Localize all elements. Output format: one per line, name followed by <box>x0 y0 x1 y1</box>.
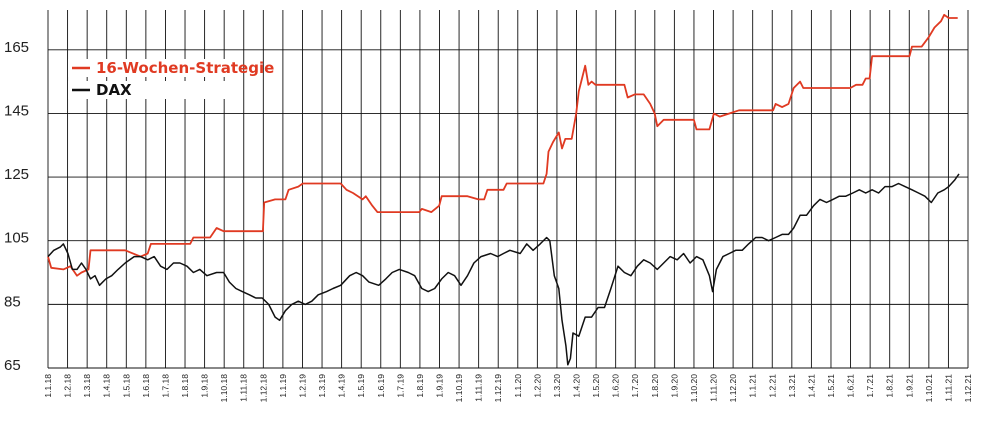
x-tick-label: 1.8.21 <box>885 374 895 398</box>
x-tick-label: 1.12.18 <box>258 374 268 403</box>
x-tick-label: 1.1.19 <box>278 374 288 398</box>
y-tick-label-bg <box>2 166 42 182</box>
x-tick-label: 1.8.20 <box>650 374 660 398</box>
x-tick-label: 1.9.20 <box>669 374 679 398</box>
x-tick-label: 1.4.19 <box>337 374 347 398</box>
legend-entry: 16-Wochen-Strategie <box>96 59 274 77</box>
series-line-dax <box>47 173 960 366</box>
y-tick-label-bg <box>2 229 42 245</box>
x-tick-label: 1.8.19 <box>415 374 425 398</box>
x-tick-label: 1.6.19 <box>376 374 386 398</box>
x-tick-label: 1.9.19 <box>434 374 444 398</box>
y-tick-label-bg <box>2 357 42 372</box>
x-tick-label: 1.4.21 <box>806 374 816 398</box>
y-tick-label: 165 <box>4 39 29 56</box>
y-axis-ticks: 65 85 105 125 145 165 <box>2 38 42 374</box>
x-tick-label: 1.6.21 <box>846 374 856 398</box>
x-tick-label: 1.3.20 <box>552 374 562 398</box>
y-tick-label: 125 <box>4 166 29 183</box>
x-axis-ticks: 1.1.18 1.2.18 1.3.18 1.4.18 1.5.18 1.6.18 1.7.… <box>43 374 973 403</box>
x-tick-label: 1.9.21 <box>904 374 914 398</box>
y-tick-label: 105 <box>4 230 29 247</box>
x-tick-label: 1.7.21 <box>865 374 875 398</box>
y-tick-label: 65 <box>4 357 21 374</box>
legend-bg <box>68 59 238 77</box>
x-tick-label: 1.1.21 <box>748 374 758 398</box>
x-tick-label: 1.4.20 <box>572 374 582 398</box>
series-lines <box>47 13 960 366</box>
x-tick-label: 1.12.20 <box>728 374 738 403</box>
y-tick-label: 145 <box>4 102 29 119</box>
y-tick-label-bg <box>2 102 42 118</box>
x-tick-label: 1.3.19 <box>317 374 327 398</box>
horizontal-gridlines <box>48 49 968 369</box>
legend-bg <box>68 81 238 99</box>
x-tick-label: 1.3.18 <box>82 374 92 398</box>
x-tick-label: 1.12.21 <box>963 374 973 403</box>
x-tick-label: 1.6.18 <box>141 374 151 398</box>
y-tick-label-bg <box>2 293 42 309</box>
x-tick-label: 1.12.19 <box>493 374 503 403</box>
x-tick-label: 1.11.21 <box>943 374 953 402</box>
x-tick-label: 1.5.20 <box>591 374 601 398</box>
x-tick-label: 1.2.21 <box>767 374 777 398</box>
x-tick-label: 1.1.20 <box>513 374 523 398</box>
x-tick-label: 1.10.19 <box>454 374 464 403</box>
x-tick-label: 1.10.21 <box>924 374 934 403</box>
x-tick-label: 1.2.20 <box>532 374 542 398</box>
x-tick-label: 1.11.18 <box>239 374 249 402</box>
y-tick-label-bg <box>2 38 42 54</box>
x-tick-label: 1.7.18 <box>160 374 170 398</box>
x-tick-label: 1.10.20 <box>689 374 699 403</box>
x-tick-label: 1.7.20 <box>630 374 640 398</box>
x-tick-label: 1.3.21 <box>787 374 797 398</box>
x-tick-label: 1.11.20 <box>709 374 719 402</box>
x-tick-label: 1.5.19 <box>356 374 366 398</box>
x-tick-label: 1.6.20 <box>611 374 621 398</box>
series-line-16-wochen-strategie <box>47 13 958 277</box>
legend-entry: DAX <box>96 81 132 99</box>
x-tick-label: 1.9.18 <box>200 374 210 398</box>
x-tick-label: 1.2.18 <box>63 374 73 398</box>
x-tick-label: 1.7.19 <box>395 374 405 398</box>
x-tick-label: 1.2.19 <box>297 374 307 398</box>
x-tick-label: 1.11.19 <box>474 374 484 402</box>
x-tick-label: 1.10.18 <box>219 374 229 403</box>
x-tick-label: 1.4.18 <box>102 374 112 398</box>
x-tick-label: 1.1.18 <box>43 374 53 398</box>
x-tick-label: 1.5.21 <box>826 374 836 398</box>
x-tick-label: 1.8.18 <box>180 374 190 398</box>
x-tick-label: 1.5.18 <box>121 374 131 398</box>
legend: 16-Wochen-Strategie DAX <box>68 59 274 99</box>
y-tick-label: 85 <box>4 293 21 310</box>
